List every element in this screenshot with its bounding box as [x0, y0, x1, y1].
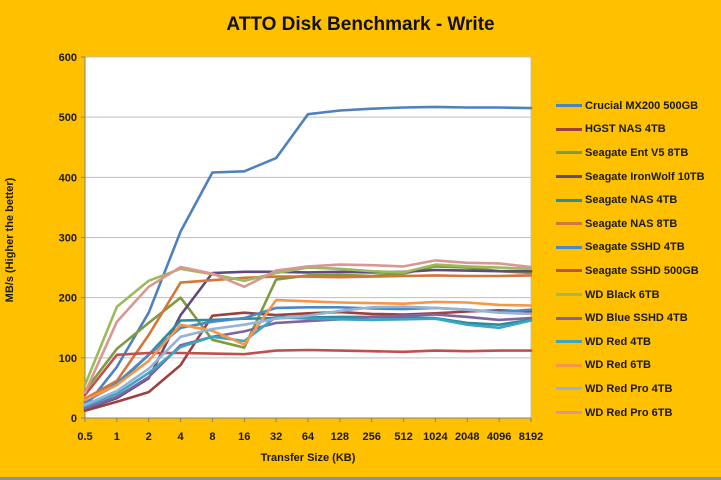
series-line-seagate-nas-8tb	[83, 274, 533, 401]
legend-label-seagate-ent-v5-8tb: Seagate Ent V5 8TB	[585, 146, 689, 159]
x-tick-label-0.5: 0.5	[77, 431, 92, 443]
y-tick-label-400: 400	[59, 172, 77, 184]
legend-label-crucial-mx200-500gb: Crucial MX200 500GB	[585, 99, 699, 112]
legend-line-swatch-wd-red-pro-4tb	[556, 387, 582, 391]
legend-item-wd-red-6tb: WD Red 6TB	[556, 354, 721, 378]
series-line-wd-red-pro-6tb	[83, 259, 533, 395]
legend-line-swatch-seagate-ent-v5-8tb	[556, 151, 582, 155]
series-line-seagate-sshd-500gb	[83, 348, 533, 397]
y-tick-label-200: 200	[59, 293, 77, 305]
legend-label-hgst-nas-4tb: HGST NAS 4TB	[585, 123, 666, 136]
legend-label-seagate-ironwolf-10tb: Seagate IronWolf 10TB	[585, 170, 705, 183]
y-tick-label-500: 500	[59, 112, 77, 124]
legend-item-hgst-nas-4tb: HGST NAS 4TB	[556, 118, 721, 142]
legend-line-swatch-seagate-sshd-4tb	[556, 245, 582, 249]
legend-line-swatch-wd-red-pro-6tb	[556, 411, 582, 415]
x-tick-label-64: 64	[302, 431, 315, 443]
legend-label-wd-blue-sshd-4tb: WD Blue SSHD 4TB	[585, 312, 688, 325]
x-tick-label-512: 512	[394, 431, 412, 443]
x-axis-title: Transfer Size (KB)	[260, 452, 356, 464]
legend-item-seagate-ent-v5-8tb: Seagate Ent V5 8TB	[556, 141, 721, 165]
y-tick-label-600: 600	[59, 52, 77, 64]
x-tick-label-2048: 2048	[455, 431, 479, 443]
legend-label-seagate-nas-4tb: Seagate NAS 4TB	[585, 194, 678, 207]
legend-item-seagate-nas-8tb: Seagate NAS 8TB	[556, 212, 721, 236]
legend-label-seagate-sshd-4tb: Seagate SSHD 4TB	[585, 241, 685, 254]
series-line-crucial-mx200-500gb	[83, 105, 533, 409]
x-tick-label-128: 128	[331, 431, 349, 443]
series-line-wd-blue-sshd-4tb	[83, 313, 533, 410]
x-tick-label-16: 16	[238, 431, 250, 443]
series-line-hgst-nas-4tb	[83, 308, 533, 413]
legend-item-wd-red-pro-4tb: WD Red Pro 4TB	[556, 377, 721, 401]
series-line-wd-red-pro-4tb	[83, 305, 533, 407]
legend-label-seagate-sshd-500gb: Seagate SSHD 500GB	[585, 264, 699, 277]
legend-item-seagate-nas-4tb: Seagate NAS 4TB	[556, 188, 721, 212]
x-tick-label-8: 8	[209, 431, 215, 443]
legend-item-crucial-mx200-500gb: Crucial MX200 500GB	[556, 94, 721, 118]
legend-item-wd-blue-sshd-4tb: WD Blue SSHD 4TB	[556, 306, 721, 330]
legend-line-swatch-seagate-sshd-500gb	[556, 269, 582, 273]
x-tick-label-32: 32	[270, 431, 282, 443]
legend-line-swatch-crucial-mx200-500gb	[556, 104, 582, 108]
legend: Crucial MX200 500GB HGST NAS 4TB Seagate E…	[556, 94, 721, 424]
series-line-wd-red-4tb	[83, 315, 533, 408]
x-tick-label-1024: 1024	[423, 431, 448, 443]
legend-item-seagate-ironwolf-10tb: Seagate IronWolf 10TB	[556, 165, 721, 189]
x-tick-label-4096: 4096	[487, 431, 511, 443]
legend-line-swatch-wd-red-4tb	[556, 340, 582, 344]
legend-item-wd-red-pro-6tb: WD Red Pro 6TB	[556, 401, 721, 425]
y-tick-label-300: 300	[59, 233, 77, 245]
chart-title: ATTO Disk Benchmark - Write	[226, 14, 495, 35]
legend-item-wd-red-4tb: WD Red 4TB	[556, 330, 721, 354]
legend-line-swatch-hgst-nas-4tb	[556, 127, 582, 131]
legend-label-wd-red-pro-4tb: WD Red Pro 4TB	[585, 382, 673, 395]
y-axis-title: MB/s (Higher the better)	[4, 177, 16, 303]
x-tick-label-1: 1	[114, 431, 120, 443]
legend-item-seagate-sshd-4tb: Seagate SSHD 4TB	[556, 236, 721, 260]
legend-line-swatch-seagate-ironwolf-10tb	[556, 175, 582, 179]
legend-label-seagate-nas-8tb: Seagate NAS 8TB	[585, 217, 678, 230]
x-tick-label-4: 4	[178, 431, 185, 443]
legend-line-swatch-wd-blue-sshd-4tb	[556, 316, 582, 320]
x-tick-label-2: 2	[146, 431, 152, 443]
legend-line-swatch-seagate-nas-8tb	[556, 222, 582, 226]
legend-line-swatch-seagate-nas-4tb	[556, 198, 582, 202]
legend-item-wd-black-6tb: WD Black 6TB	[556, 283, 721, 307]
y-tick-label-0: 0	[71, 413, 77, 425]
legend-line-swatch-wd-red-6tb	[556, 363, 582, 367]
x-tick-label-8192: 8192	[519, 431, 543, 443]
x-tick-label-256: 256	[363, 431, 381, 443]
legend-label-wd-black-6tb: WD Black 6TB	[585, 288, 660, 301]
series-line-wd-red-6tb	[83, 298, 533, 402]
legend-label-wd-red-6tb: WD Red 6TB	[585, 359, 651, 372]
legend-label-wd-red-4tb: WD Red 4TB	[585, 335, 651, 348]
y-tick-label-100: 100	[59, 353, 77, 365]
legend-item-seagate-sshd-500gb: Seagate SSHD 500GB	[556, 259, 721, 283]
legend-line-swatch-wd-black-6tb	[556, 293, 582, 297]
legend-label-wd-red-pro-6tb: WD Red Pro 6TB	[585, 406, 673, 419]
